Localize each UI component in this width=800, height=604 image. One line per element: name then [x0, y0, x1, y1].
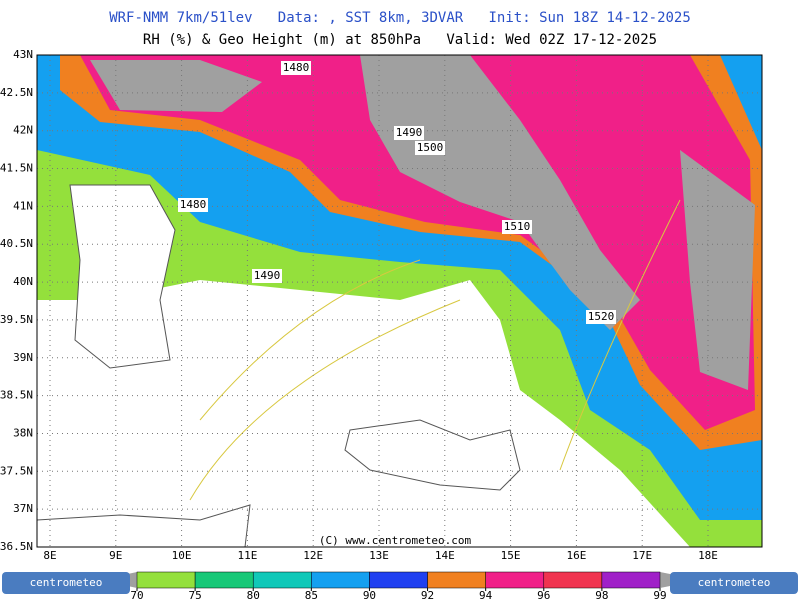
lon-label: 13E — [369, 549, 389, 562]
lon-label: 9E — [109, 549, 122, 562]
lon-label: 15E — [501, 549, 521, 562]
sardinia — [69, 184, 176, 369]
lon-label: 16E — [566, 549, 586, 562]
contour-label-box — [502, 220, 532, 234]
colorbar-label: 96 — [537, 589, 550, 600]
title-line-1: WRF-NMM 7km/51lev Data: , SST 8km, 3DVAR… — [109, 10, 691, 26]
colorbar-segment — [601, 571, 661, 589]
rh-gray-ionian — [680, 150, 755, 390]
contour-label-box — [586, 310, 616, 324]
lat-label: 41N — [13, 199, 33, 212]
colorbar-segment — [136, 571, 196, 589]
lon-label: 18E — [698, 549, 718, 562]
lat-label: 38.5N — [0, 389, 33, 402]
colorbar-label: 85 — [305, 589, 318, 600]
lat-label: 39N — [13, 351, 33, 364]
contour-label-box — [281, 61, 311, 75]
logo-text: centrometeo — [30, 576, 103, 589]
colorbar-segment — [252, 571, 312, 589]
logo-left: centrometeo — [2, 572, 130, 594]
colorbar-segment — [194, 571, 254, 589]
logo-box — [2, 572, 130, 594]
lat-label: 37.5N — [0, 464, 33, 477]
tunisia — [37, 504, 251, 547]
colorbar-segment — [369, 571, 428, 589]
logo-box — [670, 572, 798, 594]
contour-label: 1490 — [396, 126, 423, 139]
graticule: 43N 42.5N 42N 41.5N 41N 40.5N 40N 39.5N 39N 38.5N… — [0, 48, 762, 562]
colorbar-label: 92 — [421, 589, 434, 600]
colorbar-segment — [311, 571, 370, 589]
contour-label: 1510 — [504, 220, 531, 233]
lat-label: 42N — [13, 124, 33, 137]
contour-labels: 1480 1490 1500 1480 1510 1490 1520 — [178, 61, 616, 324]
lat-label: 40.5N — [0, 237, 33, 250]
colorbar-segment — [485, 571, 545, 589]
lat-label: 43N — [13, 48, 33, 61]
contour-label: 1480 — [283, 61, 310, 74]
lat-label: 38N — [13, 426, 33, 439]
lon-label: 11E — [237, 549, 257, 562]
rh-band-94 — [80, 55, 755, 430]
contour-label: 1480 — [180, 198, 207, 211]
contour-label: 1500 — [417, 141, 444, 154]
contour-label-box — [178, 198, 208, 212]
logo-text: centrometeo — [698, 576, 771, 589]
contour-label: 1490 — [254, 269, 281, 282]
colorbar: 70 75 80 85 90 92 94 96 98 99 — [100, 571, 700, 602]
colorbar-segment — [427, 571, 486, 589]
logo-right: centrometeo — [670, 572, 798, 594]
lon-label: 12E — [303, 549, 323, 562]
map-frame — [36, 54, 763, 548]
colorbar-segment — [543, 571, 603, 589]
lon-label: 17E — [632, 549, 652, 562]
height-contours — [189, 199, 681, 501]
contour-label: 1520 — [588, 310, 615, 323]
contour-label-box — [252, 269, 282, 283]
colorbar-label: 94 — [479, 589, 493, 600]
colorbar-label: 99 — [653, 589, 666, 600]
lat-label: 36.5N — [0, 540, 33, 553]
lat-label: 37N — [13, 502, 33, 515]
colorbar-label: 70 — [130, 589, 143, 600]
contour-label-box — [415, 141, 445, 155]
lon-label: 14E — [435, 549, 455, 562]
contour-label-box — [394, 126, 424, 140]
rh-gray-italy — [360, 55, 640, 330]
colorbar-label: 90 — [363, 589, 376, 600]
rh-gray-north — [90, 60, 262, 112]
colorbar-label: 75 — [188, 589, 201, 600]
copyright: (C) www.centrometeo.com — [319, 534, 472, 547]
title-line-2: RH (%) & Geo Height (m) at 850hPa Valid:… — [143, 32, 657, 48]
lon-label: 8E — [43, 549, 56, 562]
lat-label: 41.5N — [0, 162, 33, 175]
lat-label: 42.5N — [0, 86, 33, 99]
lat-label: 39.5N — [0, 313, 33, 326]
map-field: 43N 42.5N 42N 41.5N 41N 40.5N 40N 39.5N 39N 38.5N… — [0, 48, 763, 562]
colorbar-label: 80 — [247, 589, 260, 600]
colorbar-label: 98 — [595, 589, 608, 600]
lon-label: 10E — [172, 549, 192, 562]
lat-label: 40N — [13, 275, 33, 288]
